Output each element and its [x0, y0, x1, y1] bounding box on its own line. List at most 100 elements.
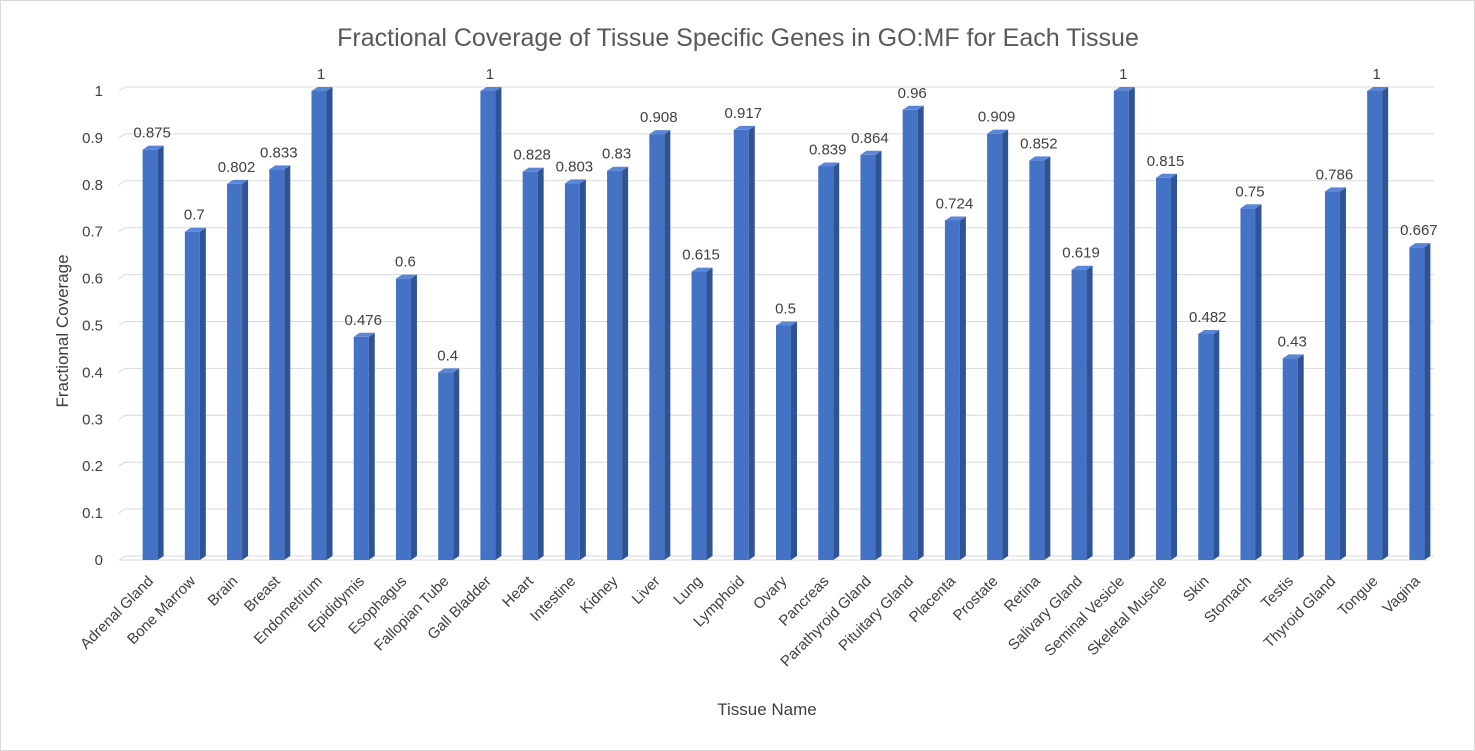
bars — [142, 87, 1431, 561]
bar-top — [649, 130, 671, 135]
bar-top — [607, 166, 629, 171]
bar-top — [564, 179, 586, 184]
data-label: 0.802 — [218, 159, 256, 176]
gridline-edge — [118, 274, 126, 280]
x-category-label: Kidney — [577, 572, 622, 617]
bar — [902, 105, 924, 560]
data-label: 0.864 — [851, 130, 889, 147]
y-tick-label: 0.4 — [82, 364, 103, 381]
x-category-label: Heart — [499, 572, 538, 611]
data-label: 0.5 — [775, 301, 796, 318]
x-category-label: Fallopian Tube — [371, 573, 453, 655]
gridline-edge — [118, 86, 126, 92]
bar-side — [284, 165, 291, 560]
bar-side — [410, 274, 417, 560]
bar — [438, 368, 460, 560]
bar-side — [1128, 87, 1135, 560]
bar — [1240, 204, 1262, 560]
bar-side — [326, 87, 333, 560]
bar-front — [902, 109, 918, 560]
bar-front — [607, 170, 623, 561]
bar-front — [1324, 191, 1340, 560]
data-label: 0.786 — [1316, 166, 1354, 183]
bar-top — [184, 227, 206, 232]
data-label: 0.6 — [395, 254, 416, 271]
bar-top — [1156, 173, 1178, 178]
bar — [1071, 265, 1093, 560]
bar-top — [1071, 265, 1093, 270]
x-category-label: Adrenal Gland — [77, 573, 157, 653]
bar-top — [1367, 87, 1389, 91]
bar-top — [776, 321, 797, 326]
gridline-edge — [118, 133, 126, 139]
x-category-label: Placenta — [906, 572, 960, 626]
bar-front — [227, 183, 243, 560]
y-tick-label: 0.3 — [82, 411, 103, 428]
y-tick-label: 0.2 — [82, 458, 103, 475]
data-label: 0.909 — [978, 109, 1016, 126]
data-label: 1 — [317, 66, 325, 83]
x-category-label: Lung — [670, 573, 706, 609]
data-label: 0.724 — [936, 195, 974, 212]
y-tick-label: 0.6 — [82, 271, 103, 288]
bar-top — [480, 87, 502, 91]
data-label: 0.96 — [898, 85, 927, 102]
bar-side — [199, 227, 206, 560]
bar-side — [579, 179, 586, 560]
bar-top — [1324, 187, 1346, 192]
bar — [860, 150, 882, 560]
bar-top — [438, 368, 460, 373]
bar-front — [1282, 358, 1298, 560]
bar — [1324, 187, 1346, 560]
bar-top — [1240, 204, 1262, 209]
gridline-edge — [118, 321, 126, 326]
data-label: 0.75 — [1235, 183, 1264, 200]
bar-front — [1071, 269, 1087, 560]
x-category-label: Prostate — [950, 573, 1002, 625]
y-tick-label: 1 — [95, 83, 103, 100]
bar-front — [1367, 91, 1383, 560]
gridline-edge — [118, 461, 126, 467]
bar-top — [142, 145, 164, 150]
bar-side — [1086, 265, 1093, 560]
bar-side — [791, 321, 797, 560]
bar-side — [1424, 243, 1431, 560]
bar-side — [495, 87, 502, 560]
bar-top — [944, 216, 966, 221]
y-tick-label: 0.5 — [82, 318, 103, 335]
bar-side — [833, 162, 840, 560]
x-category-label: Liver — [629, 573, 664, 608]
bar-top — [269, 165, 291, 170]
bar — [944, 216, 966, 560]
bar — [395, 274, 417, 560]
bar-front — [1409, 247, 1425, 560]
data-label: 0.828 — [513, 147, 551, 164]
data-label: 0.43 — [1278, 333, 1307, 350]
data-label: 0.615 — [682, 247, 720, 264]
bar — [269, 165, 291, 560]
bar-front — [353, 336, 369, 560]
bar — [776, 321, 797, 560]
data-label: 0.839 — [809, 142, 847, 159]
bar — [733, 125, 755, 560]
bar-front — [480, 91, 496, 560]
gridline-edge — [118, 367, 126, 373]
bar — [1198, 329, 1220, 560]
bar-front — [184, 231, 200, 560]
x-category-label: Tongue — [1335, 573, 1382, 620]
data-label: 0.667 — [1400, 222, 1438, 239]
data-label: 1 — [486, 66, 494, 83]
data-label: 0.482 — [1189, 309, 1227, 326]
data-label: 1 — [1119, 66, 1127, 83]
x-category-label: Pituitary Gland — [835, 573, 917, 655]
bar — [1029, 156, 1051, 561]
bar-side — [664, 130, 671, 560]
bar — [142, 145, 164, 560]
bar-top — [733, 125, 755, 130]
y-axis-title: Fractional Coverage — [53, 254, 72, 407]
bar-side — [1339, 187, 1346, 560]
bar-front — [522, 171, 538, 560]
bar — [1156, 173, 1178, 560]
